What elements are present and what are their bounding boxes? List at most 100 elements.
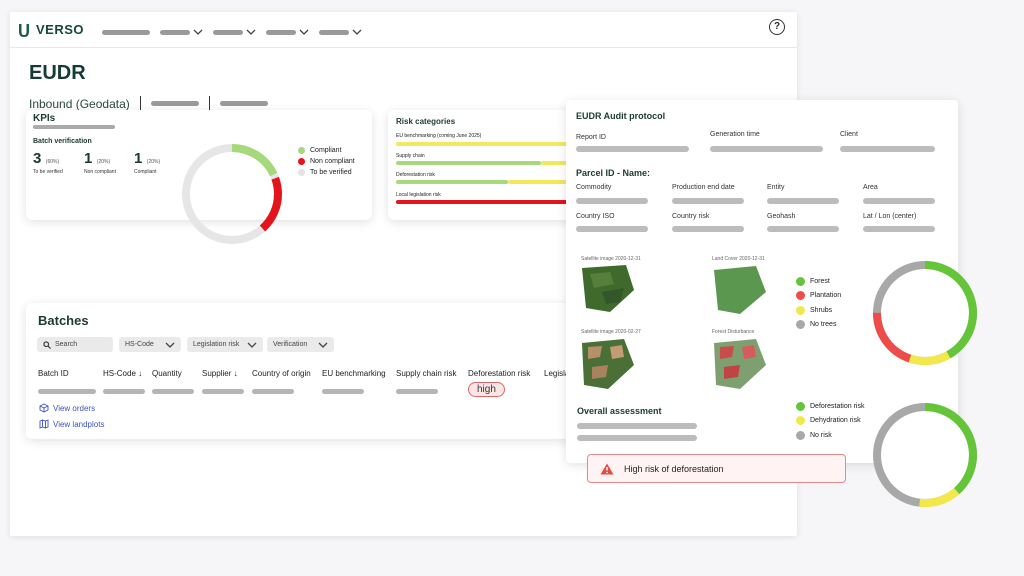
nav-item-2[interactable] (160, 28, 203, 36)
risk-bar-supply-chain (396, 161, 541, 165)
field-client: Client (840, 131, 858, 138)
satellite-image-2020-12-31[interactable] (580, 264, 636, 314)
warning-icon (600, 463, 614, 474)
nav-item-1[interactable] (102, 29, 150, 35)
field-area: Area (863, 184, 878, 191)
overall-assessment-heading: Overall assessment (577, 406, 662, 416)
kpi-percent: (20%) (146, 159, 161, 165)
legend-item-shrubs: Shrubs (796, 303, 841, 318)
view-landplots-label: View landplots (53, 419, 105, 429)
risk-label: Deforestation risk (396, 172, 435, 178)
field-value-placeholder (576, 226, 648, 232)
help-icon[interactable]: ? (769, 19, 785, 35)
column-header-country-of-origin[interactable]: Country of origin (252, 369, 311, 378)
field-production-end-date: Production end date (672, 184, 735, 191)
land-cover-2020-12-31[interactable] (712, 264, 768, 316)
risk-label: Local legislation risk (396, 192, 441, 198)
filter-verification[interactable]: Verification (267, 337, 334, 352)
donut-segment-shrubs (873, 261, 977, 365)
parcel-heading: Parcel ID - Name: (576, 168, 651, 178)
breadcrumb-placeholder[interactable] (219, 101, 268, 106)
legend-label: Compliant (310, 147, 342, 154)
field-value-placeholder (576, 146, 689, 152)
kpi-stat-non-compliant: 1 (20%) Non compliant (84, 150, 116, 175)
verso-logo[interactable]: VERSO (18, 22, 84, 37)
kpi-stat-compliant: 1 (20%) Compliant (134, 150, 160, 175)
legend-dot (796, 291, 805, 301)
kpi-count: 1 (84, 150, 93, 167)
sort-arrow-icon: ↓ (233, 369, 238, 378)
column-header-deforestation-risk[interactable]: Deforestation risk (468, 369, 531, 378)
risk-categories-card: Risk categories EU benchmarking (coming … (388, 110, 588, 220)
page-title: EUDR (29, 62, 86, 84)
forest-disturbance-image[interactable] (712, 337, 768, 391)
risk-bar-supply-chain-part (541, 161, 576, 165)
search-icon (43, 340, 51, 349)
legend-label: Deforestation risk (810, 402, 865, 410)
field-value-placeholder (672, 198, 744, 204)
chevron-down-icon (247, 342, 257, 348)
donut-segment-forest (873, 261, 977, 365)
nav-label-placeholder (102, 29, 150, 35)
donut-segment-plantation (873, 261, 977, 365)
column-header-supplier[interactable]: Supplier ↓ (202, 369, 238, 378)
risk-bar-local-legislation (396, 200, 576, 204)
sort-arrow-icon: ↓ (138, 369, 143, 378)
field-generation-time: Generation time (710, 131, 760, 138)
filter-legislation-risk[interactable]: Legislation risk (187, 337, 263, 352)
chevron-down-icon (299, 29, 309, 35)
field-value-placeholder (767, 198, 839, 204)
chevron-down-icon (165, 342, 175, 348)
column-header-batch-id[interactable]: Batch ID (38, 369, 69, 378)
column-header-quantity[interactable]: Quantity (152, 369, 182, 378)
donut-segment-dehydration-risk (873, 403, 977, 507)
column-header-eu-benchmarking[interactable]: EU benchmarking (322, 369, 386, 378)
field-value-placeholder (863, 226, 935, 232)
legend-label: Non compliant (310, 158, 355, 165)
field-geohash: Geohash (767, 213, 796, 220)
legend-label: No risk (810, 431, 832, 439)
view-orders-link[interactable]: View orders (39, 403, 95, 413)
column-header-hs-code[interactable]: HS-Code ↓ (103, 369, 142, 378)
legend-item-dehydration-risk: Dehydration risk (796, 414, 864, 429)
batches-card: Batches Search HS-Code Legislation risk … (26, 303, 626, 439)
satellite-image-2020-02-27[interactable] (580, 337, 636, 391)
cell-placeholder (152, 389, 194, 394)
deforestation-risk-badge: high (468, 382, 505, 397)
main-nav (102, 28, 362, 36)
chevron-down-icon (318, 342, 328, 348)
legend-dot (298, 158, 305, 165)
legend-dot (796, 305, 805, 315)
column-header-label: HS-Code (103, 369, 136, 378)
nav-item-3[interactable] (213, 28, 256, 36)
donut-segment-compliant (182, 144, 282, 244)
kpi-label: Compliant (134, 169, 157, 175)
filter-hs-code[interactable]: HS-Code (119, 337, 181, 352)
verso-logo-icon (19, 23, 29, 37)
field-entity: Entity (767, 184, 785, 191)
cell-placeholder (252, 389, 294, 394)
batches-title: Batches (38, 313, 89, 328)
kpi-count: 1 (134, 150, 143, 167)
donut-segment-deforestation-risk (873, 403, 977, 507)
search-input[interactable]: Search (37, 337, 113, 352)
legend-item-no-trees: No trees (796, 318, 841, 333)
column-header-legislation[interactable]: Legisla (544, 369, 570, 378)
kpi-label: To be verified (33, 169, 63, 175)
legend-dot (298, 147, 305, 154)
image-caption: Satellite image 2020-12-31 (581, 256, 641, 262)
nav-item-5[interactable] (319, 28, 362, 36)
breadcrumb-placeholder[interactable] (150, 101, 199, 106)
divider (139, 96, 141, 111)
legend-item-forest: Forest (796, 274, 841, 289)
column-header-supply-chain-risk[interactable]: Supply chain risk (396, 369, 457, 378)
search-placeholder: Search (55, 341, 78, 348)
audit-title: EUDR Audit protocol (576, 111, 666, 121)
view-landplots-link[interactable]: View landplots (39, 419, 104, 429)
field-country-iso: Country ISO (576, 213, 615, 220)
nav-item-4[interactable] (266, 28, 309, 36)
view-orders-label: View orders (53, 403, 96, 413)
field-value-placeholder (863, 198, 935, 204)
box-icon (39, 403, 49, 413)
risk-label: EU benchmarking (coming June 2025) (396, 133, 482, 139)
